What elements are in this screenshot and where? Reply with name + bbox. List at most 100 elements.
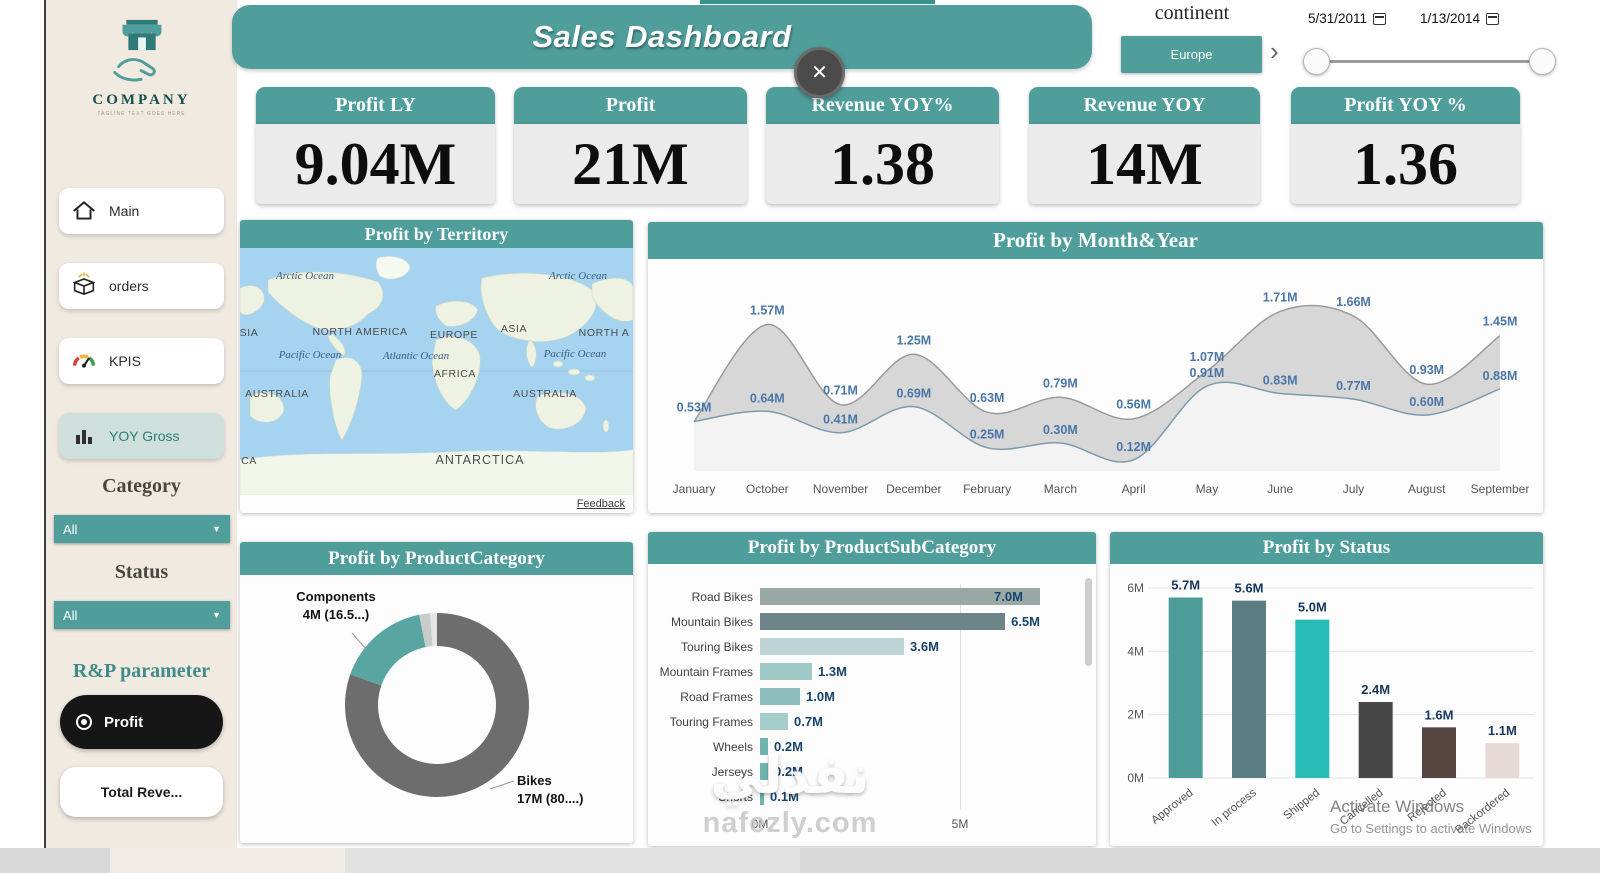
parameter-option-profit[interactable]: Profit: [60, 695, 223, 749]
bar[interactable]: [760, 613, 1006, 630]
x-axis-tick: 0M: [751, 817, 769, 831]
bar-rejected[interactable]: [1422, 727, 1456, 778]
map-footer: Feedback: [240, 495, 633, 513]
sidebar-item-label: Main: [109, 203, 140, 219]
bar-cancelled[interactable]: [1358, 702, 1393, 778]
bar[interactable]: [760, 713, 788, 730]
date-range-start[interactable]: 5/31/2011: [1308, 11, 1387, 26]
continent-europe-button[interactable]: Europe: [1121, 36, 1262, 73]
slider-handle-start[interactable]: [1303, 48, 1330, 75]
y-axis-tick: 2M: [1127, 708, 1144, 722]
data-label: 0.41M: [823, 413, 858, 427]
x-axis-label: Cancelled: [1338, 787, 1386, 828]
kpi-card-revenue-yoy: Revenue YOY 14M: [1029, 87, 1260, 204]
category-label: Wheels: [712, 739, 753, 754]
taskbar-segment: [345, 848, 800, 873]
category-dropdown[interactable]: All ▼: [54, 515, 230, 543]
date-range-end[interactable]: 1/13/2014: [1420, 11, 1500, 26]
donut-slice-other[interactable]: [419, 613, 433, 648]
data-label: 1.57M: [750, 303, 785, 317]
data-label: 0.53M: [677, 401, 712, 415]
status-filter-label: Status: [114, 561, 169, 583]
territory-map[interactable]: Arctic Ocean Arctic Ocean SIA NORTH AMERICA…: [240, 248, 633, 495]
kpi-title: Profit YOY %: [1291, 87, 1520, 124]
value-label: 0.7M: [794, 714, 823, 729]
kpi-title: Revenue YOY: [1029, 87, 1260, 124]
data-label: 0.91M: [1190, 366, 1225, 380]
profit-by-productsubcategory-panel: Profit by ProductSubCategory Road Bikes 7…: [648, 532, 1096, 846]
category-dropdown-value: All: [63, 521, 78, 537]
sidebar-item-label: orders: [109, 278, 149, 294]
kpi-value: 21M: [514, 124, 747, 204]
data-label: 1.25M: [896, 333, 931, 347]
x-axis-label: January: [673, 482, 716, 496]
bar-shipped[interactable]: [1295, 619, 1330, 778]
scrollbar[interactable]: [1085, 578, 1092, 666]
calendar-icon[interactable]: [1373, 12, 1387, 25]
map-label: AFRICA: [434, 368, 476, 380]
x-axis-label: August: [1408, 482, 1446, 496]
close-button[interactable]: ✕: [794, 47, 845, 98]
status-dropdown[interactable]: All ▼: [54, 601, 230, 629]
calendar-icon[interactable]: [1486, 12, 1500, 25]
radio-selected-icon: [76, 714, 92, 730]
kpi-value: 9.04M: [256, 124, 495, 204]
world-map[interactable]: Arctic Ocean Arctic Ocean SIA NORTH AMERICA…: [240, 248, 633, 495]
bar[interactable]: [760, 738, 768, 755]
sidebar-item-yoy-gross[interactable]: YOY Gross: [59, 413, 224, 459]
data-label: 0.69M: [896, 387, 931, 401]
donut-slice-bikes[interactable]: [345, 613, 529, 797]
chevron-right-icon[interactable]: ›: [1270, 36, 1279, 66]
bar-row-mountain-frames: Mountain Frames 1.3M: [648, 659, 1096, 684]
bar[interactable]: [760, 588, 1040, 605]
status-bar-chart[interactable]: 0M 2M 4M 6M 5.7M Approved 5.6M In process 5.0M Sh…: [1110, 564, 1543, 846]
home-icon: [69, 196, 99, 226]
sidebar: COMPANY TAGLINE TEXT GOES HERE Main order…: [46, 0, 237, 848]
company-tagline: TAGLINE TEXT GOES HERE: [97, 111, 186, 117]
bar-row-road-frames: Road Frames 1.0M: [648, 684, 1096, 709]
callout-value: 4M (16.5...): [303, 607, 369, 622]
value-label: 1.6M: [1425, 707, 1454, 722]
feedback-link[interactable]: Feedback: [576, 498, 625, 510]
bar-row-wheels: Wheels 0.2M: [648, 734, 1096, 759]
x-axis-label: October: [746, 482, 789, 496]
bar[interactable]: [760, 688, 800, 705]
map-label: Atlantic Ocean: [382, 350, 450, 362]
value-label: 2.4M: [1361, 682, 1390, 697]
category-label: Touring Bikes: [680, 639, 753, 654]
y-axis-tick: 6M: [1127, 581, 1144, 595]
parameter-option-total-reve-[interactable]: Total Reve...: [60, 767, 223, 817]
data-label: 0.83M: [1263, 374, 1298, 388]
panel-title: Profit by ProductSubCategory: [648, 532, 1096, 564]
bar-in-process[interactable]: [1232, 600, 1266, 778]
sidebar-item-kpis[interactable]: KPIS: [59, 338, 224, 384]
value-label: 5.6M: [1235, 581, 1264, 596]
sidebar-item-orders[interactable]: orders: [59, 263, 224, 309]
kpi-card-profit: Profit 21M: [514, 87, 747, 204]
bar[interactable]: [760, 638, 904, 655]
company-name: COMPANY: [92, 92, 191, 108]
sidebar-nav: Main orders KPIS YOY Gross: [59, 188, 224, 488]
bar[interactable]: [760, 663, 812, 680]
donut-slice-components[interactable]: [350, 614, 426, 686]
map-label: ANTARCTICA: [436, 453, 525, 467]
bar-row-touring-bikes: Touring Bikes 3.6M: [648, 634, 1096, 659]
donut-slice-other[interactable]: [430, 613, 437, 647]
slider-track[interactable]: [1318, 60, 1541, 63]
month-year-area-chart[interactable]: 0.53M 1.57M 0.71M 1.25M 0.63M 0.79M 0.56M 1.07M…: [648, 259, 1543, 513]
data-label: 0.25M: [970, 428, 1005, 442]
bar-approved[interactable]: [1168, 597, 1203, 779]
subcategory-bar-chart: Road Bikes 7.0M Mountain Bikes 6.5M Touring …: [648, 584, 1096, 835]
bar[interactable]: [760, 788, 764, 805]
bar-backordered[interactable]: [1485, 743, 1520, 778]
callout-label: Components: [296, 589, 375, 604]
sidebar-item-main[interactable]: Main: [59, 188, 224, 234]
bar[interactable]: [760, 763, 768, 780]
profit-by-territory-panel: Profit by Territory: [240, 220, 633, 513]
callout-value: 17M (80....): [517, 791, 583, 806]
product-category-donut-chart[interactable]: Components 4M (16.5...) Bikes 17M (80....): [240, 575, 633, 843]
data-label: 1.66M: [1336, 295, 1371, 309]
data-label: 0.77M: [1336, 379, 1371, 393]
slider-handle-end[interactable]: [1529, 48, 1556, 75]
